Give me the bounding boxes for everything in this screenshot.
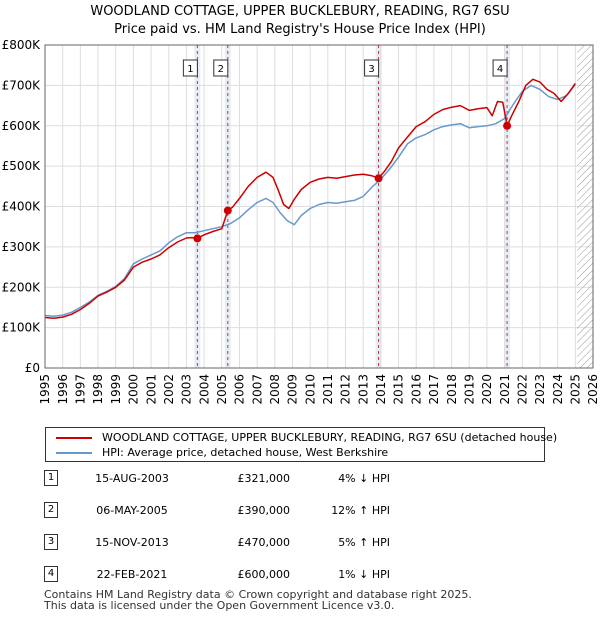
plot-frame [44,44,594,369]
transaction-row: 1 15-AUG-2003 £321,000 4% ↓ HPI [0,468,600,490]
legend: WOODLAND COTTAGE, UPPER BUCKLEBURY, READ… [45,427,557,462]
x-tick-label: 1997 [74,374,88,405]
sale-point [503,121,512,130]
x-tick-label: 2015 [392,374,406,405]
y-tick-label: £700K [2,78,42,92]
transaction-hpi-diff: 12% ↑ HPI [331,504,390,517]
transaction-number: 4 [44,566,58,582]
x-tick-label: 2016 [409,374,423,405]
x-tick-label: 2003 [180,374,194,405]
sale-label-box [213,59,229,77]
transaction-price: £600,000 [237,568,291,581]
sale-label-box [364,59,380,77]
sale-point [193,234,202,243]
transaction-hpi-diff: 1% ↓ HPI [338,568,390,581]
x-tick-label: 2010 [303,374,317,405]
legend-label-property: WOODLAND COTTAGE, UPPER BUCKLEBURY, READ… [102,431,558,444]
chart-subtitle: Price paid vs. HM Land Registry's House … [114,22,486,37]
x-tick-label: 2000 [127,374,141,405]
x-tick-label: 2011 [321,374,335,405]
chart-title-block: WOODLAND COTTAGE, UPPER BUCKLEBURY, READ… [0,3,600,39]
y-tick-label: £0 [25,361,40,375]
property-price-line [44,78,576,320]
transaction-price: £390,000 [237,504,291,517]
x-tick-label: 2001 [144,374,158,405]
x-tick-label: 2005 [215,374,229,405]
transaction-price: £321,000 [237,472,291,485]
y-tick-label: £400K [2,200,42,214]
y-tick-label: £100K [2,321,42,335]
transaction-hpi-diff: 4% ↓ HPI [338,472,390,485]
legend-swatch-property [56,437,92,439]
legend-label-hpi: HPI: Average price, detached house, West… [102,446,389,459]
legend-item-property: WOODLAND COTTAGE, UPPER BUCKLEBURY, READ… [56,431,557,445]
x-tick-label: 2008 [268,374,282,405]
transaction-row: 2 06-MAY-2005 £390,000 12% ↑ HPI [0,500,600,522]
x-tick-label: 1995 [38,374,52,405]
footer: Contains HM Land Registry data © Crown c… [44,589,472,611]
transaction-row: 3 15-NOV-2013 £470,000 5% ↑ HPI [0,532,600,554]
transaction-hpi-diff: 5% ↑ HPI [338,536,390,549]
sale-label-box [182,59,198,77]
transaction-number: 1 [44,470,58,486]
transaction-number: 2 [44,502,58,518]
sale-label-text: 1 [187,64,193,75]
x-tick-label: 2019 [462,374,476,405]
x-tick-label: 2017 [427,374,441,405]
sale-label-box [492,59,508,77]
x-tick-label: 2021 [498,374,512,405]
price-chart: 1 2 3 4 £0 £100K £200K £300K £400K £500K £600K £70… [2,38,600,405]
x-tick-label: 1998 [91,374,105,405]
x-tick-label: 2014 [374,374,388,405]
footer-copyright: Contains HM Land Registry data © Crown c… [44,588,472,601]
x-tick-label: 1996 [56,374,70,405]
transaction-row: 4 22-FEB-2021 £600,000 1% ↓ HPI [0,564,600,586]
x-tick-label: 2018 [445,374,459,405]
legend-item-hpi: HPI: Average price, detached house, West… [56,446,388,460]
footer-licence: This data is licensed under the Open Gov… [44,599,395,612]
hpi-line [44,84,576,318]
transaction-date: 15-NOV-2013 [95,536,169,549]
x-tick-label: 2004 [197,374,211,405]
x-tick-label: 2013 [356,374,370,405]
sale-point [223,206,232,215]
x-tick-label: 2026 [586,374,600,405]
y-tick-label: £200K [2,280,42,294]
y-tick-label: £600K [2,119,42,133]
legend-swatch-hpi [56,452,92,454]
sale-point [374,174,383,183]
transaction-date: 22-FEB-2021 [96,568,168,581]
y-tick-label: £300K [2,240,42,254]
x-tick-label: 2025 [569,374,583,405]
chart-title: WOODLAND COTTAGE, UPPER BUCKLEBURY, READ… [90,4,510,19]
x-tick-label: 2006 [233,374,247,405]
x-tick-label: 2009 [286,374,300,405]
future-hatch [577,45,593,368]
x-tick-label: 2022 [515,374,529,405]
x-tick-label: 2023 [533,374,547,405]
sale-label-text: 3 [368,64,374,75]
y-tick-label: £500K [2,159,42,173]
transaction-date: 15-AUG-2003 [95,472,169,485]
sale-label-text: 2 [218,64,224,75]
x-tick-label: 2012 [339,374,353,405]
y-tick-label: £800K [2,38,42,52]
transaction-price: £470,000 [237,536,291,549]
x-tick-label: 2007 [250,374,264,405]
x-tick-label: 1999 [109,374,123,405]
transaction-date: 06-MAY-2005 [96,504,168,517]
transaction-number: 3 [44,534,58,550]
x-tick-label: 2002 [162,374,176,405]
sale-label-text: 4 [497,64,503,75]
x-tick-label: 2024 [551,374,565,405]
x-tick-label: 2020 [480,374,494,405]
